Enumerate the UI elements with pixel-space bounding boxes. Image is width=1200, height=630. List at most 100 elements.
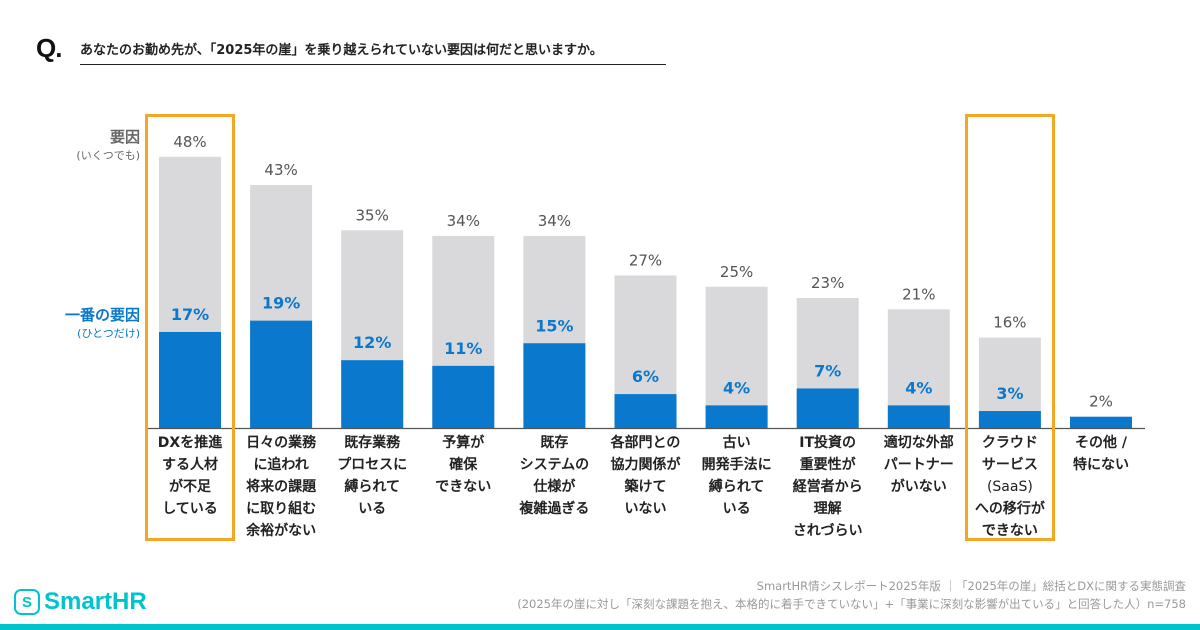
category-label-line: システムの — [519, 457, 590, 473]
category-label-line: が不足 — [169, 479, 211, 495]
category-label-line: IT投資の — [799, 435, 857, 451]
label-total: 25% — [720, 263, 753, 281]
category-label-line: 開発手法に — [701, 457, 772, 473]
category-label: 予算が 確保 できない — [417, 432, 509, 498]
legend-first: 一番の要因 (ひとつだけ) — [65, 304, 140, 341]
category-label-line: サービス — [981, 457, 1038, 473]
category-label-line: (SaaS) — [986, 479, 1033, 495]
category-label-line: 余裕がない — [246, 523, 317, 539]
category-label-line: している — [162, 501, 218, 517]
category-label-line: いない — [624, 501, 667, 517]
category-label: IT投資の重要性が経営者から理解されづらい — [782, 432, 874, 542]
label-total: 35% — [356, 206, 389, 224]
category-label-line: できない — [435, 479, 492, 495]
category-label-line: 予算が — [442, 435, 485, 451]
label-first: 15% — [535, 316, 573, 335]
label-first: 4% — [723, 378, 750, 397]
label-total: 48% — [173, 133, 206, 151]
category-label-line: パートナー — [883, 457, 954, 473]
category-label: 適切な外部パートナーがいない — [873, 432, 965, 498]
question-mark: Q. — [36, 33, 62, 63]
label-total: 34% — [447, 212, 480, 230]
category-label-line: 協力関係が — [610, 457, 681, 473]
bar-first — [887, 405, 950, 428]
legend-total-label: 要因 — [109, 128, 140, 146]
category-label-line: 仕様が — [533, 479, 576, 495]
category-label: 日々の業務に追われ将来の課題に取り組む余裕がない — [235, 432, 327, 542]
source-note: SmartHR情シスレポート2025年版 ｜「2025年の崖」総括とDXに関する… — [517, 577, 1186, 613]
category-label-line: されづらい — [792, 523, 863, 539]
label-total: 16% — [993, 314, 1026, 332]
category-label-line: への移行が — [974, 501, 1045, 517]
category-label-line: いる — [722, 501, 751, 517]
smarthr-logo: S SmartHR — [14, 588, 147, 616]
category-label-line: 特にない — [1073, 457, 1129, 473]
category-label-line: いる — [358, 501, 387, 517]
category-label-line: DXを推進 — [157, 435, 223, 451]
category-label-line: プロセスに — [337, 457, 408, 473]
bar-total — [705, 286, 768, 428]
category-label-line: 確保 — [449, 457, 478, 473]
category-label-line: できない — [981, 523, 1038, 539]
category-label-line: 縛られて — [344, 479, 400, 495]
category-label-line: 複雑過ぎる — [519, 501, 590, 517]
category-label: DXを推進 する人材 が不足 している — [144, 432, 236, 520]
label-first: 11% — [444, 339, 482, 358]
label-total: 21% — [902, 285, 935, 303]
bar-total — [1070, 416, 1132, 428]
category-label: 既存システムの仕様が複雑過ぎる — [508, 432, 600, 520]
category-label: その他 / 特にない — [1055, 432, 1147, 476]
label-first: 12% — [353, 333, 391, 352]
legend-first-sub: (ひとつだけ) — [77, 327, 140, 340]
label-first: 3% — [996, 384, 1023, 403]
category-label-line: 各部門との — [610, 435, 681, 451]
category-label-line: に追われ — [253, 457, 309, 473]
category-label-line: 理解 — [813, 501, 842, 517]
label-total: 34% — [538, 212, 571, 230]
highlight-box — [145, 114, 235, 541]
source-line-2: (2025年の崖に対し「深刻な課題を抱え、本格的に着手できていない」+「事業に深… — [517, 597, 1186, 611]
legend-total: 要因 (いくつでも) — [76, 126, 140, 163]
bar-first — [978, 411, 1041, 428]
category-label-line: 重要性が — [799, 457, 856, 473]
bar-first — [159, 331, 221, 428]
category-label-line: 経営者から — [792, 479, 863, 495]
category-label-line: 既存業務 — [344, 435, 401, 451]
category-label-line: 縛られて — [708, 479, 765, 495]
smarthr-logo-icon: S — [14, 589, 40, 615]
category-label-line: に取り組む — [246, 501, 317, 517]
category-label-line: 適切な外部 — [883, 435, 954, 451]
label-first: 17% — [171, 305, 209, 324]
category-label: 各部門との協力関係が築けていない — [600, 432, 692, 520]
category-label-line: 古い — [722, 435, 751, 451]
category-label-line: がいない — [890, 479, 947, 495]
bar-first — [250, 320, 313, 428]
label-first: 4% — [905, 378, 932, 397]
bar-first — [432, 365, 495, 428]
bar-first — [796, 388, 859, 428]
label-total: 23% — [811, 274, 844, 292]
label-total: 27% — [629, 251, 662, 269]
label-total: 2% — [1089, 393, 1113, 411]
category-label-line: クラウド — [981, 435, 1038, 451]
category-label-line: 日々の業務 — [246, 435, 317, 451]
legend-first-label: 一番の要因 — [64, 306, 140, 324]
label-first: 19% — [262, 294, 300, 313]
category-label: 既存業務プロセスに縛られている — [326, 432, 418, 520]
category-label: クラウドサービス (SaaS) への移行ができない — [964, 432, 1056, 542]
bar-first — [614, 394, 677, 428]
bar-first — [341, 360, 404, 428]
legend-total-sub: (いくつでも) — [76, 149, 140, 162]
label-total: 43% — [264, 161, 297, 179]
logo-text: SmartHR — [44, 588, 147, 615]
bar-first — [523, 343, 586, 428]
category-label-line: 既存 — [540, 435, 569, 451]
question-text: あなたのお勤め先が、「2025年の崖」を乗り越えられていない要因は何だと思います… — [80, 39, 666, 65]
category-label-line: 将来の課題 — [246, 479, 317, 495]
bar-first — [705, 405, 768, 428]
bottom-accent-bar — [0, 624, 1200, 630]
label-first: 6% — [632, 367, 659, 386]
category-label-line: 築けて — [624, 479, 667, 495]
